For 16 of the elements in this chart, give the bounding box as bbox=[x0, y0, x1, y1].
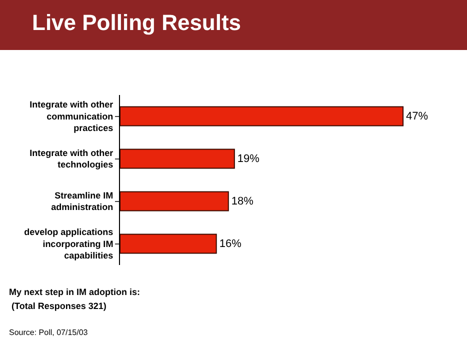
data-label: 16% bbox=[219, 238, 242, 250]
y-tick-label: Integrate with other technologies bbox=[30, 148, 114, 170]
text: My next step in IM adoption is: bbox=[9, 287, 140, 297]
y-tick-label: Streamline IM administration bbox=[51, 190, 114, 212]
bar bbox=[120, 106, 404, 126]
bar bbox=[120, 191, 229, 212]
data-label: 18% bbox=[231, 195, 254, 208]
bar bbox=[120, 234, 217, 254]
data-label: 47% bbox=[406, 110, 428, 122]
bar bbox=[120, 148, 235, 169]
source-note: Source: Poll, 07/15/03 bbox=[9, 328, 88, 337]
text: (Total Responses 321) bbox=[9, 301, 106, 311]
chart-title: Live Polling Results bbox=[32, 10, 242, 35]
data-label: 19% bbox=[237, 152, 260, 165]
y-tick-label: develop applications incorporating IM capabilities bbox=[24, 227, 114, 261]
y-tick-label: Integrate with other communication practices bbox=[30, 100, 114, 134]
